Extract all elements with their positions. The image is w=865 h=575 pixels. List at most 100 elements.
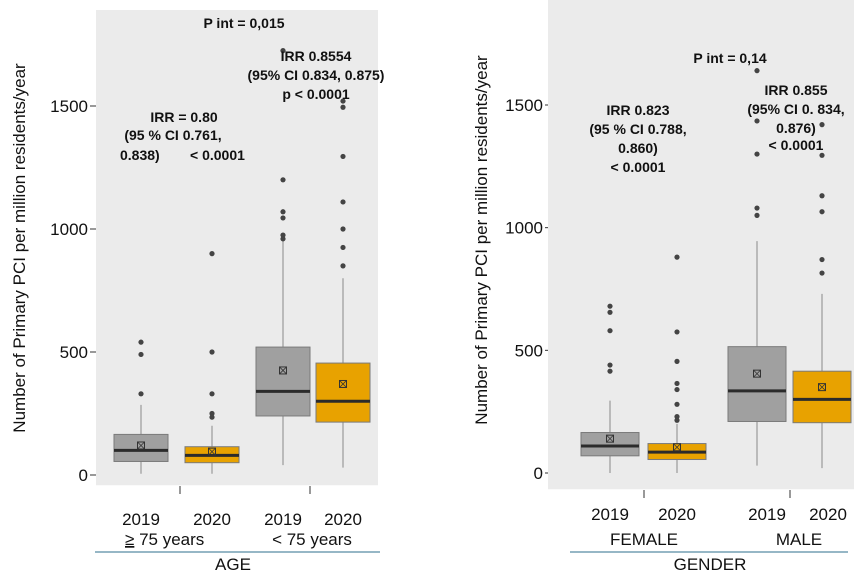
box-iqr [315, 362, 371, 423]
outlier-point [607, 362, 613, 368]
y-tick-label: 1500 [50, 97, 88, 116]
irr-annotation: < 0.0001 [769, 137, 824, 153]
mean-marker-cross [137, 441, 145, 450]
outlier-point [340, 153, 346, 160]
year-label: 2019 [748, 505, 786, 524]
year-label: 2019 [264, 510, 302, 529]
outlier-point [607, 303, 613, 309]
box-iqr [255, 346, 311, 417]
mean-marker [137, 441, 145, 450]
irr-annotation: (95% CI 0. 834, [747, 101, 844, 117]
y-tick-label: 1000 [505, 219, 543, 238]
year-label: 2019 [122, 510, 160, 529]
outlier-point [138, 351, 144, 358]
p-int-annotation: P int = 0,015 [203, 15, 284, 31]
outlier-point [280, 177, 286, 183]
outlier-point [819, 256, 825, 263]
y-ticks: 0 500 1000 1500 [505, 96, 548, 483]
group-axis-label: GENDER [674, 555, 747, 574]
mean-marker [606, 434, 614, 443]
mean-marker [339, 379, 347, 388]
mean-marker [818, 383, 826, 392]
outlier-point [280, 209, 286, 215]
mean-marker-cross [818, 383, 826, 391]
mean-marker [208, 447, 216, 456]
irr-annotation: IRR 0.823 [606, 102, 669, 118]
outlier-point [674, 386, 680, 393]
outlier-point [138, 339, 144, 345]
group-label: FEMALE [610, 530, 678, 549]
outlier-point [280, 215, 286, 221]
outlier-point [280, 236, 286, 242]
outlier-point [674, 380, 680, 387]
outlier-point [209, 349, 215, 355]
outlier-point [209, 251, 215, 257]
outlier-point [138, 391, 144, 397]
outlier-point [754, 68, 760, 74]
mean-marker-cross [339, 380, 347, 388]
outlier-point [209, 414, 215, 420]
irr-annotation: < 0.0001 [190, 147, 245, 163]
outlier-point [340, 104, 346, 110]
irr-annotation: IRR 0.855 [764, 82, 827, 98]
boxes [113, 48, 371, 474]
box-iqr [792, 370, 852, 424]
y-ticks: 0 500 1000 1500 [50, 97, 96, 485]
outlier-point [754, 205, 760, 211]
year-label: 2020 [658, 505, 696, 524]
y-tick-label: 0 [534, 464, 543, 483]
year-label: 2020 [809, 505, 847, 524]
outlier-point [674, 329, 680, 335]
outlier-point [754, 151, 760, 157]
outlier-point [674, 358, 680, 364]
irr-annotation: (95% CI 0.834, 0.875) [248, 67, 385, 83]
outlier-point [607, 368, 613, 374]
mean-marker-cross [673, 443, 681, 452]
outlier-point [674, 413, 680, 420]
outlier-point [819, 193, 825, 199]
outlier-point [674, 417, 680, 423]
outlier-point [340, 244, 346, 251]
mean-marker [753, 369, 761, 378]
y-tick-label: 500 [60, 343, 88, 362]
y-tick-label: 1000 [50, 220, 88, 239]
outlier-point [340, 199, 346, 205]
group-label: ≥ 75 years [125, 530, 204, 549]
irr-annotation: (95 % CI 0.761, [124, 127, 221, 143]
year-label: 2020 [193, 510, 231, 529]
irr-annotation: 0.860) [618, 140, 658, 156]
y-axis-label: Number of Primary PCI per million reside… [472, 55, 491, 425]
group-axis-label: AGE [215, 555, 251, 574]
outlier-point [607, 328, 613, 334]
outlier-point [819, 209, 825, 215]
mean-marker [673, 443, 681, 452]
irr-annotation: 0.876) [776, 120, 816, 136]
outlier-point [209, 391, 215, 397]
mean-marker-cross [753, 369, 761, 378]
outlier-point [754, 212, 760, 218]
irr-annotation: < 0.0001 [611, 159, 666, 175]
outlier-point [674, 401, 680, 407]
outlier-point [819, 122, 825, 128]
irr-annotation: (95 % CI 0.788, [589, 121, 686, 137]
box-iqr [580, 432, 640, 457]
p-int-annotation: P int = 0,14 [693, 50, 766, 66]
box-iqr [113, 433, 169, 462]
outlier-point [819, 270, 825, 276]
outlier-point [280, 48, 286, 54]
outlier-point [674, 254, 680, 260]
outlier-point [340, 226, 346, 232]
outlier-point [340, 98, 346, 104]
box-iqr [727, 346, 787, 422]
boxes [580, 68, 852, 473]
irr-annotation: p < 0.0001 [282, 86, 350, 102]
group-label-prefix: ≥ [125, 530, 134, 549]
y-tick-label: 0 [79, 466, 88, 485]
mean-marker-cross [606, 434, 614, 443]
y-tick-label: 1500 [505, 96, 543, 115]
group-label-text: 75 years [134, 530, 204, 549]
year-label: 2019 [591, 505, 629, 524]
outlier-point [209, 410, 215, 417]
age-panel: 0 500 1000 1500 Number of Primary PCI per m… [10, 10, 384, 574]
